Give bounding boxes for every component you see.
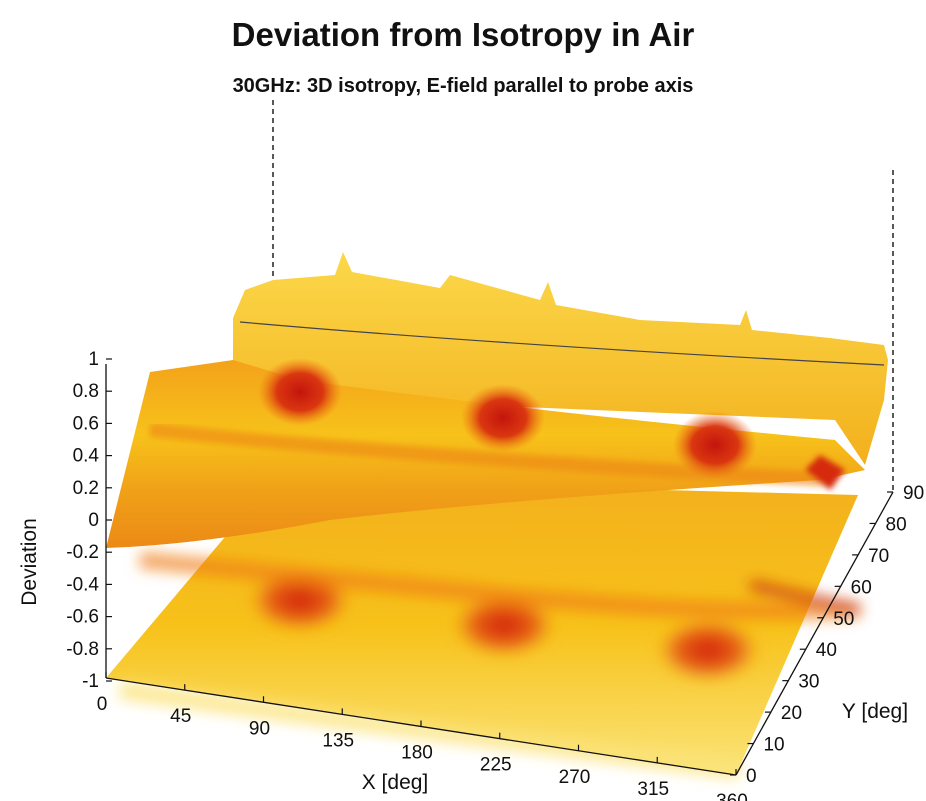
- x-tick-label: 180: [401, 743, 433, 764]
- z-tick-label: 0.6: [73, 413, 99, 434]
- floor-edge-streak: [748, 580, 862, 615]
- surface-peak-2: [461, 384, 545, 452]
- surface-peak-1: [258, 358, 342, 426]
- floor-projection: [106, 480, 862, 779]
- z-axis-label: Deviation: [18, 518, 41, 606]
- x-axis-ticks: 0 45 90 135 180 225 270 315 360: [97, 672, 748, 801]
- z-tick-label: 1: [88, 349, 99, 370]
- y-tick-label: 20: [781, 703, 802, 724]
- y-tick-label: 90: [903, 483, 924, 504]
- x-tick-label: 270: [559, 767, 591, 788]
- y-tick-label: 80: [886, 514, 907, 535]
- y-tick-label: 30: [798, 672, 819, 693]
- chart-subtitle: 30GHz: 3D isotropy, E-field parallel to …: [232, 75, 694, 97]
- z-tick-label: -0.6: [66, 607, 99, 628]
- y-axis-line: [735, 491, 894, 776]
- z-tick-label: -1: [82, 671, 99, 692]
- x-tick-label: 45: [170, 706, 191, 727]
- x-axis-label: X [deg]: [362, 771, 429, 794]
- z-tick-label: -0.2: [66, 542, 99, 563]
- floor-front-band: [118, 681, 742, 779]
- surface-peak-3: [673, 411, 757, 479]
- z-tick-label: 0.8: [73, 381, 99, 402]
- chart-title: Deviation from Isotropy in Air: [231, 16, 695, 53]
- x-tick-label: 135: [322, 730, 354, 751]
- ridge-line: [239, 321, 885, 366]
- y-tick-label: 70: [868, 546, 889, 567]
- y-axis-ticks: 0 10 20 30 40 50 60 70 80 90: [730, 483, 924, 787]
- surface-edge-peak: [805, 455, 845, 490]
- z-axis-ticks: -1 -0.8 -0.6 -0.4 -0.2 0 0.2 0.4 0.6 0.8 1: [66, 349, 112, 692]
- x-tick-label: 360: [716, 791, 748, 801]
- z-tick-label: -0.4: [66, 574, 99, 595]
- z-tick-label: 0: [88, 510, 99, 531]
- surface: [106, 252, 888, 548]
- y-tick-label: 60: [851, 577, 872, 598]
- x-tick-label: 0: [97, 694, 108, 715]
- y-axis-label: Y [deg]: [842, 700, 908, 723]
- x-tick-label: 225: [480, 755, 512, 776]
- z-tick-label: 0.2: [73, 478, 99, 499]
- floor-peak-2: [452, 593, 556, 657]
- z-tick-label: -0.8: [66, 639, 99, 660]
- y-tick-label: 10: [763, 735, 784, 756]
- floor-band: [139, 552, 859, 619]
- surface-back-ridge: [233, 252, 888, 465]
- z-tick-label: 0.4: [73, 446, 100, 467]
- y-tick-label: 50: [833, 609, 854, 630]
- x-tick-label: 90: [249, 718, 270, 739]
- x-tick-label: 315: [637, 779, 669, 800]
- y-tick-label: 0: [746, 766, 757, 787]
- floor-peak-3: [656, 618, 760, 682]
- y-tick-label: 40: [816, 640, 837, 661]
